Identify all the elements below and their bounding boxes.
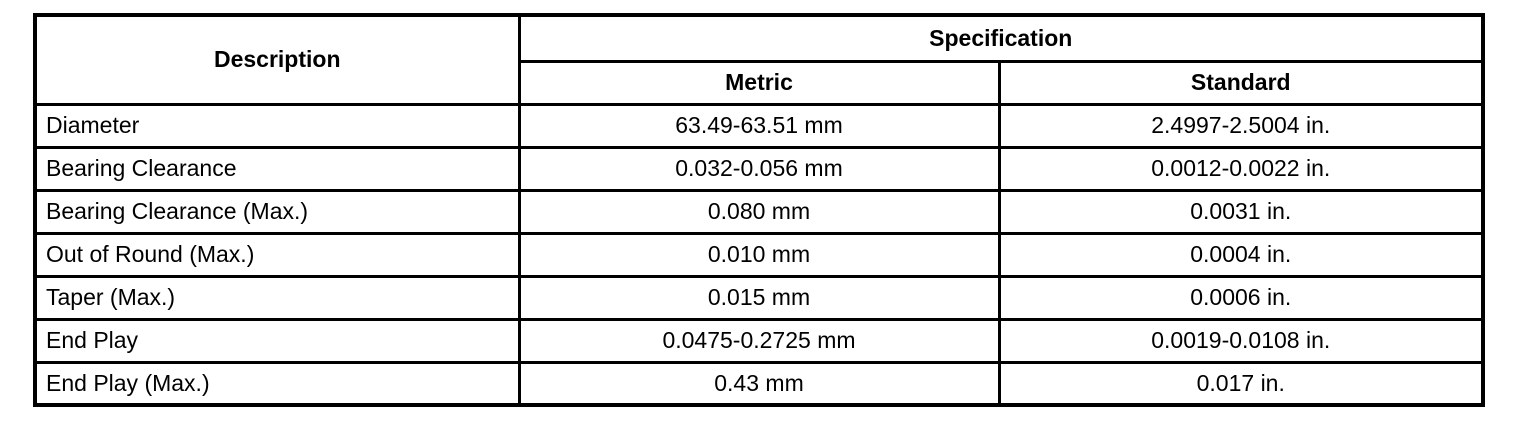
- column-header-description: Description: [33, 13, 521, 106]
- column-header-specification: Specification: [517, 13, 1485, 63]
- description-cell: Out of Round (Max.): [33, 231, 521, 278]
- specification-table: Description Specification Metric Standar…: [33, 13, 1485, 407]
- column-header-metric: Metric: [517, 59, 1001, 106]
- standard-value-cell: 2.4997-2.5004 in.: [997, 102, 1485, 149]
- standard-value-cell: 0.0019-0.0108 in.: [997, 317, 1485, 364]
- metric-value-cell: 0.0475-0.2725 mm: [517, 317, 1001, 364]
- spec-table-body: Diameter 63.49-63.51 mm 2.4997-2.5004 in…: [33, 102, 1485, 407]
- table-row: End Play 0.0475-0.2725 mm 0.0019-0.0108 …: [33, 317, 1485, 364]
- table-row: Taper (Max.) 0.015 mm 0.0006 in.: [33, 274, 1485, 321]
- table-row: Out of Round (Max.) 0.010 mm 0.0004 in.: [33, 231, 1485, 278]
- standard-value-cell: 0.0031 in.: [997, 188, 1485, 235]
- description-cell: End Play: [33, 317, 521, 364]
- table-row: Bearing Clearance 0.032-0.056 mm 0.0012-…: [33, 145, 1485, 192]
- standard-value-cell: 0.0006 in.: [997, 274, 1485, 321]
- metric-value-cell: 0.032-0.056 mm: [517, 145, 1001, 192]
- description-cell: Diameter: [33, 102, 521, 149]
- specification-table-container: Description Specification Metric Standar…: [33, 13, 1485, 407]
- standard-value-cell: 0.0004 in.: [997, 231, 1485, 278]
- metric-value-cell: 0.015 mm: [517, 274, 1001, 321]
- standard-value-cell: 0.0012-0.0022 in.: [997, 145, 1485, 192]
- metric-value-cell: 0.010 mm: [517, 231, 1001, 278]
- table-row: Bearing Clearance (Max.) 0.080 mm 0.0031…: [33, 188, 1485, 235]
- description-cell: End Play (Max.): [33, 360, 521, 407]
- description-cell: Bearing Clearance: [33, 145, 521, 192]
- metric-value-cell: 63.49-63.51 mm: [517, 102, 1001, 149]
- metric-value-cell: 0.080 mm: [517, 188, 1001, 235]
- table-row: Diameter 63.49-63.51 mm 2.4997-2.5004 in…: [33, 102, 1485, 149]
- table-row: End Play (Max.) 0.43 mm 0.017 in.: [33, 360, 1485, 407]
- description-cell: Bearing Clearance (Max.): [33, 188, 521, 235]
- metric-value-cell: 0.43 mm: [517, 360, 1001, 407]
- column-header-standard: Standard: [997, 59, 1485, 106]
- standard-value-cell: 0.017 in.: [997, 360, 1485, 407]
- description-cell: Taper (Max.): [33, 274, 521, 321]
